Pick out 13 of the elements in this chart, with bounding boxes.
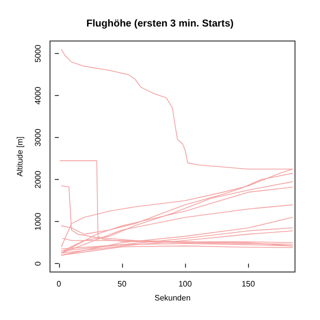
chart-title: Flughöhe (ersten 3 min. Starts) [86, 18, 234, 30]
x-tick-label: 100 [178, 280, 192, 288]
x-tick-label: 150 [242, 280, 256, 288]
y-tick-label: 1000 [34, 212, 42, 230]
y-axis-title: Altitude [m] [16, 136, 24, 177]
y-tick-label: 2000 [34, 170, 42, 188]
x-tick-label: 50 [118, 280, 127, 288]
x-tick-label: 0 [56, 280, 62, 288]
y-tick-label: 4000 [34, 86, 42, 104]
y-tick-label: 3000 [34, 128, 42, 146]
y-tick-label: 5000 [34, 44, 42, 62]
y-tick-label: 0 [34, 260, 42, 266]
x-axis-title: Sekunden [154, 294, 191, 302]
